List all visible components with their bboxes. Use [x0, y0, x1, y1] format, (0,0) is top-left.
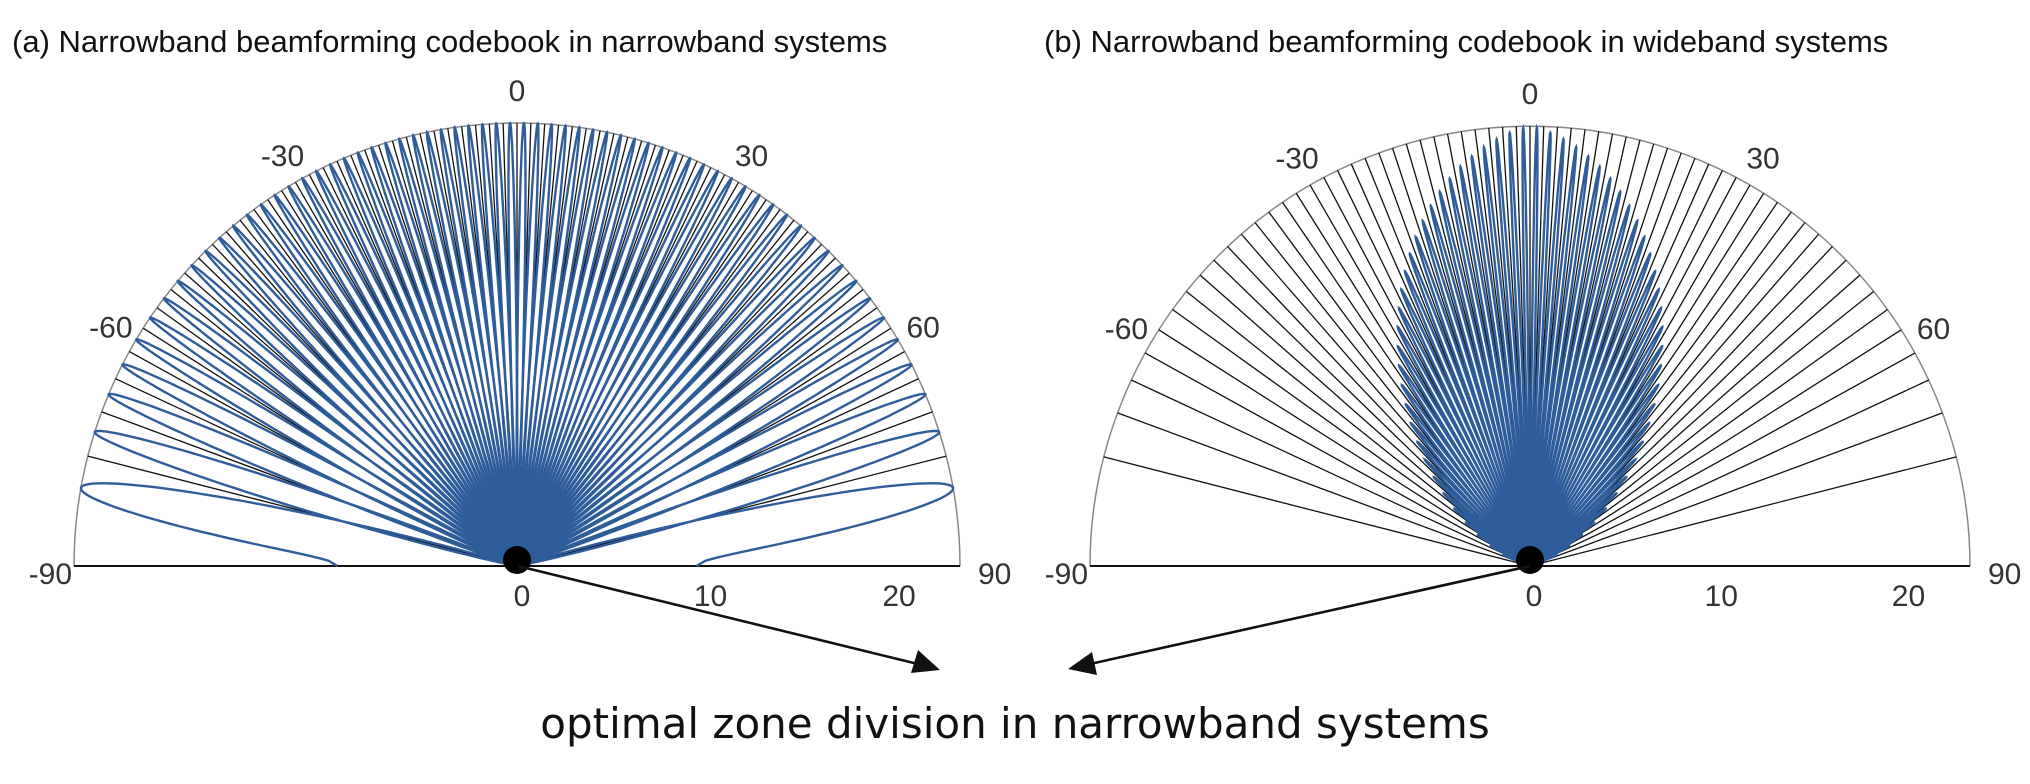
chart-b-beam-pattern [1528, 251, 1652, 567]
chart-b-beam-pattern [1528, 234, 1646, 567]
chart-a-angle-tick-label: 90 [978, 558, 1011, 591]
chart-a-angle-tick-label: 0 [509, 75, 526, 108]
chart-b-zone-boundary [1117, 412, 1531, 567]
chart-b-beam-pattern [1528, 123, 1539, 567]
chart-b-zone-boundary [1103, 456, 1531, 567]
chart-b-beam-pattern [1529, 383, 1660, 567]
chart-b-beam-pattern [1438, 188, 1532, 567]
arrow-from-chart-b [1089, 564, 1531, 666]
chart-b-angle-tick-label: 90 [1988, 558, 2021, 591]
chart-b-title: (b) Narrowband beamforming codebook in w… [1044, 24, 1888, 59]
chart-b-beam-pattern [1495, 136, 1532, 567]
chart-a-origin-hub [503, 546, 531, 574]
chart-b-beam-pattern [1528, 163, 1601, 567]
chart-b-beam-pattern [1408, 251, 1532, 567]
chart-a-angle-tick-label: -90 [29, 558, 72, 591]
chart-b-angle-tick-label: 30 [1746, 142, 1779, 175]
chart-b-zone-boundary [1529, 352, 1916, 567]
chart-b-beam-pattern [1429, 203, 1532, 567]
chart-b-radial-tick-label: 20 [1892, 580, 1925, 613]
chart-b-beam-pattern [1528, 218, 1639, 567]
chart-b-beam-pattern [1521, 123, 1532, 567]
chart-b-beam-pattern [1397, 305, 1532, 567]
chart-b-zone-boundary [1144, 352, 1531, 567]
chart-b-beam-pattern [1528, 203, 1631, 567]
chart-b-beam-pattern [1528, 175, 1612, 567]
chart-a-beam-pattern [162, 297, 518, 568]
chart-a-angle-tick-label: -30 [261, 140, 304, 173]
chart-b-zone-boundary [1529, 456, 1957, 567]
chart-b-beam-pattern [1448, 175, 1532, 567]
chart-a-zone-boundary [87, 455, 518, 567]
chart-a-beam-pattern [121, 363, 518, 568]
chart-b-beam-pattern [1528, 269, 1657, 567]
polar-chart-b: (b) Narrowband beamforming codebook in w… [1044, 24, 2021, 613]
chart-b-beam-pattern [1508, 129, 1532, 567]
chart-a-beam-pattern [516, 338, 899, 568]
chart-a-radial-tick-label: 10 [694, 580, 727, 613]
chart-a-beam-pattern [515, 264, 844, 568]
chart-a-angle-tick-label: 30 [735, 140, 768, 173]
chart-b-zone-boundary [1529, 329, 1902, 567]
chart-b-angle-tick-label: 60 [1917, 313, 1950, 346]
chart-a-title: (a) Narrowband beamforming codebook in n… [12, 24, 887, 59]
chart-b-beam-pattern [1414, 234, 1532, 567]
chart-b-origin-hub [1516, 546, 1544, 574]
chart-b-beam-pattern [1529, 403, 1656, 567]
arrow-head-a [911, 650, 940, 673]
chart-a-zone-boundary [516, 455, 947, 567]
chart-b-beam-pattern [1528, 305, 1663, 567]
chart-b-angle-tick-label: -30 [1275, 142, 1318, 175]
chart-b-zone-boundary [1130, 379, 1531, 567]
chart-b-beam-pattern [1528, 363, 1663, 567]
chart-b-beam-pattern [1528, 344, 1664, 567]
chart-b-angle-tick-label: -90 [1045, 558, 1088, 591]
chart-b-beam-pattern [1482, 143, 1532, 567]
chart-a-beam-pattern [516, 316, 886, 568]
annotation-arrows [517, 564, 1531, 675]
chart-b-radial-tick-label: 10 [1705, 580, 1738, 613]
chart-a-radial-tick-label: 0 [514, 580, 531, 613]
chart-a-beam-pattern [135, 338, 518, 568]
chart-b-beam-pattern [1528, 287, 1660, 567]
chart-b-angle-tick-label: -60 [1105, 313, 1148, 346]
chart-a-beam-pattern [516, 363, 913, 568]
chart-a-beam-pattern [176, 279, 518, 568]
chart-b-beam-pattern [1528, 136, 1565, 567]
chart-a-radial-tick-label: 20 [882, 580, 915, 613]
caption: optimal zone division in narrowband syst… [540, 699, 1489, 748]
chart-b-beam-pattern [1403, 269, 1532, 567]
chart-b-beam-pattern [1528, 153, 1590, 567]
chart-b-radial-tick-label: 0 [1526, 580, 1543, 613]
chart-a-angle-tick-label: -60 [89, 312, 132, 345]
chart-b-beam-pattern [1400, 287, 1532, 567]
chart-a-beam-pattern [107, 392, 518, 568]
chart-b-angle-tick-label: 0 [1522, 78, 1539, 111]
chart-b-beam-pattern [1459, 163, 1532, 567]
chart-a-beam-pattern [93, 429, 518, 568]
chart-a-beam-pattern [148, 316, 518, 568]
chart-b-beam-pattern [1529, 553, 1558, 568]
chart-b-zone-boundary [1158, 329, 1531, 567]
chart-a-beam-pattern [516, 392, 927, 568]
chart-b-beam-pattern [1528, 129, 1552, 567]
chart-b-beam-pattern [1470, 153, 1532, 567]
polar-chart-a: (a) Narrowband beamforming codebook in n… [12, 24, 1011, 613]
chart-b-beam-pattern [1528, 143, 1578, 567]
arrow-from-chart-a [517, 564, 923, 667]
chart-b-zone-boundary [1529, 379, 1930, 567]
arrow-head-b [1068, 652, 1097, 675]
chart-a-beam-pattern [516, 279, 858, 568]
chart-a-angle-tick-label: 60 [906, 312, 939, 345]
chart-a-beam-pattern [516, 429, 941, 568]
chart-b-beam-pattern [1421, 218, 1532, 567]
chart-b-beam-pattern [1528, 324, 1664, 567]
chart-a-beam-pattern [79, 482, 518, 568]
chart-b-beam-pattern [1528, 188, 1622, 567]
chart-b-zone-boundary [1529, 412, 1943, 567]
chart-a-beam-pattern [516, 297, 872, 568]
chart-b-beam-pattern [1396, 324, 1532, 567]
chart-a-beam-pattern [516, 482, 955, 568]
